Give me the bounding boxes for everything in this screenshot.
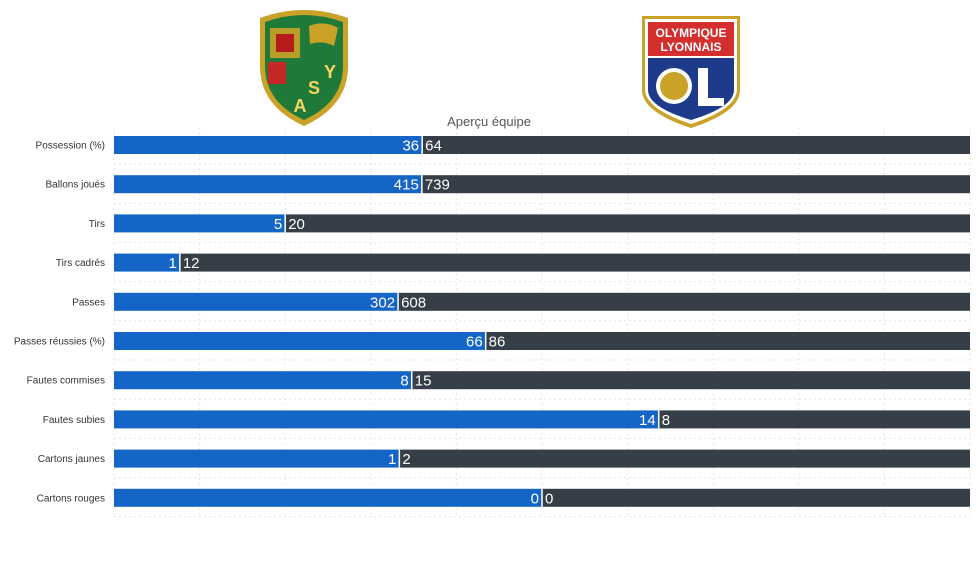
- away-value-label: 608: [401, 294, 426, 311]
- category-label: Fautes commises: [27, 376, 105, 387]
- home-bar: [114, 292, 399, 311]
- home-value-label: 1: [388, 451, 396, 468]
- category-label: Cartons jaunes: [38, 454, 105, 465]
- home-bar: [114, 253, 180, 272]
- home-value-label: 14: [639, 412, 656, 429]
- away-bar: [658, 410, 970, 429]
- away-bar: [179, 253, 970, 272]
- away-bar: [422, 136, 970, 154]
- home-logo-letter: S: [308, 78, 320, 98]
- home-bar: [114, 214, 286, 233]
- away-value-label: 64: [425, 138, 442, 155]
- home-bar: [114, 371, 412, 390]
- home-value-label: 302: [370, 294, 395, 311]
- away-value-label: 2: [402, 451, 410, 468]
- away-value-label: 739: [425, 177, 450, 194]
- away-bar: [411, 371, 970, 390]
- away-value-label: 15: [415, 373, 432, 390]
- home-value-label: 66: [466, 334, 483, 351]
- category-label: Tirs: [89, 219, 105, 230]
- away-bar: [542, 488, 970, 507]
- away-value-label: 0: [545, 490, 553, 507]
- home-bar: [114, 449, 400, 468]
- chart-title: Aperçu équipe: [447, 114, 531, 129]
- category-label: Tirs cadrés: [56, 258, 105, 269]
- home-bar: [114, 332, 486, 350]
- category-label: Passes réussies (%): [14, 337, 105, 348]
- olympique-lyonnais-logo: OLYMPIQUE LYONNAIS: [642, 16, 740, 128]
- away-value-label: 12: [183, 255, 200, 272]
- as-yzeure-logo: A S Y: [260, 10, 348, 126]
- home-value-label: 5: [274, 216, 282, 233]
- chart-labels: Possession (%) 36 64 Ballons joués 415 739 Tir…: [14, 138, 670, 508]
- home-bar: [114, 175, 422, 194]
- home-value-label: 0: [531, 490, 539, 507]
- away-bar: [398, 292, 971, 311]
- home-logo-letter: Y: [324, 62, 336, 82]
- home-value-label: 36: [402, 138, 419, 155]
- home-value-label: 1: [169, 255, 177, 272]
- away-value-label: 20: [288, 216, 305, 233]
- away-bar: [421, 175, 970, 194]
- home-bar: [114, 136, 423, 154]
- home-bar: [114, 410, 659, 429]
- away-value-label: 86: [489, 334, 506, 351]
- away-logo-line1: OLYMPIQUE: [656, 26, 727, 40]
- category-label: Passes: [72, 297, 105, 308]
- away-bar: [399, 449, 970, 468]
- away-value-label: 8: [662, 412, 670, 429]
- home-value-label: 415: [394, 177, 419, 194]
- away-bar: [485, 332, 970, 350]
- home-bar: [114, 488, 542, 507]
- category-label: Ballons joués: [46, 180, 105, 191]
- category-label: Possession (%): [36, 141, 105, 152]
- home-value-label: 8: [400, 373, 408, 390]
- away-bar: [285, 214, 970, 233]
- category-label: Cartons rouges: [37, 493, 105, 504]
- chart-bars: [114, 136, 971, 507]
- away-logo-line2: LYONNAIS: [661, 40, 722, 54]
- home-logo-letter: A: [294, 96, 307, 116]
- category-label: Fautes subies: [43, 415, 105, 426]
